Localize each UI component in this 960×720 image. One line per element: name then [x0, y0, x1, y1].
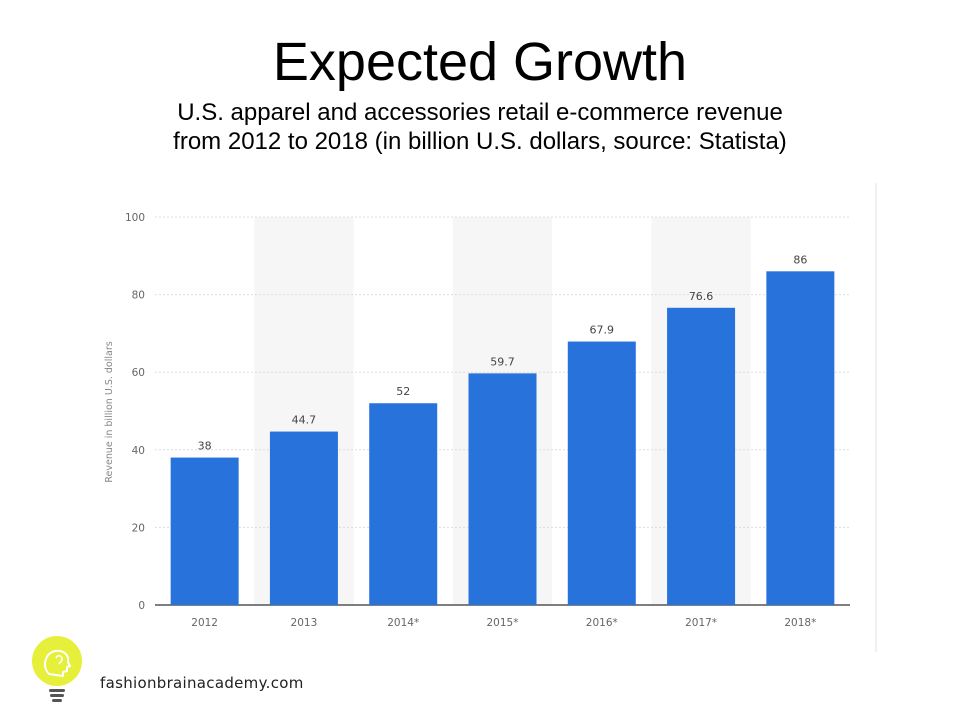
- y-tick-label: 40: [132, 445, 145, 457]
- bar: [667, 307, 736, 605]
- slide-title: Expected Growth: [272, 32, 688, 92]
- bar-value-label: 52: [396, 385, 410, 398]
- x-tick-label: 2018*: [784, 617, 816, 629]
- bar-value-label: 76.6: [689, 290, 714, 303]
- bar-value-label: 86: [793, 253, 807, 266]
- x-tick-label: 2016*: [586, 617, 618, 629]
- bar: [567, 341, 636, 605]
- y-tick-label: 0: [138, 600, 145, 612]
- bar-value-label: 38: [198, 440, 212, 453]
- bar-value-label: 59.7: [490, 355, 515, 368]
- bar: [269, 431, 338, 605]
- y-tick-label: 80: [132, 290, 145, 302]
- y-axis-label: Revenue in billion U.S. dollars: [104, 341, 115, 482]
- slide-subtitle: U.S. apparel and accessories retail e-co…: [0, 98, 960, 156]
- subtitle-line-1: U.S. apparel and accessories retail e-co…: [177, 99, 783, 126]
- lightbulb-head-icon: [32, 636, 82, 702]
- y-tick-label: 20: [132, 522, 145, 534]
- x-tick-label: 2014*: [387, 617, 419, 629]
- bar: [369, 403, 438, 605]
- bar: [170, 457, 239, 605]
- x-tick-label: 2015*: [487, 617, 519, 629]
- bar: [766, 271, 835, 605]
- x-tick-label: 2013: [291, 617, 318, 629]
- y-tick-label: 60: [132, 367, 145, 379]
- y-tick-label: 100: [125, 212, 145, 224]
- bar: [468, 373, 537, 605]
- bar-value-label: 44.7: [292, 414, 317, 427]
- footer-url: fashionbrainacademy.com: [100, 674, 304, 692]
- bar-value-label: 67.9: [590, 324, 615, 337]
- x-tick-label: 2012: [191, 617, 218, 629]
- subtitle-line-2: from 2012 to 2018 (in billion U.S. dolla…: [173, 128, 787, 155]
- x-tick-label: 2017*: [685, 617, 717, 629]
